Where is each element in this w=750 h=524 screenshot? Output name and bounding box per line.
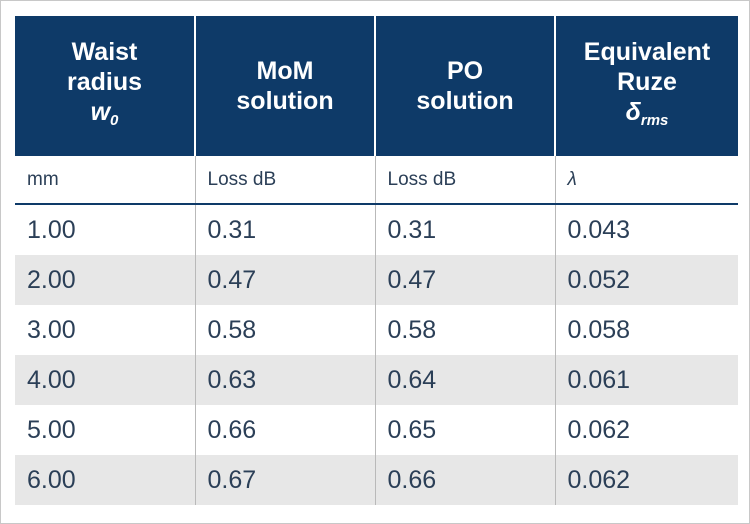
table-cell: 0.062 xyxy=(554,405,738,455)
table-cell: 0.58 xyxy=(194,305,375,355)
table-row: 1.00 0.31 0.31 0.043 xyxy=(15,204,738,255)
table-row: 6.00 0.67 0.66 0.062 xyxy=(15,455,738,505)
table-row: 2.00 0.47 0.47 0.052 xyxy=(15,255,738,305)
table-cell: 0.052 xyxy=(554,255,738,305)
table-cell: 0.67 xyxy=(194,455,375,505)
units-row: mm Loss dB Loss dB λ xyxy=(15,156,738,205)
header-line: MoM xyxy=(256,57,314,85)
table-cell: 0.66 xyxy=(194,405,375,455)
table-cell: 0.63 xyxy=(194,355,375,405)
table-cell: 3.00 xyxy=(15,305,195,355)
table-row: 5.00 0.66 0.65 0.062 xyxy=(15,405,738,455)
header-mom-solution: MoM solution xyxy=(194,16,375,156)
header-po-solution: PO solution xyxy=(374,16,555,156)
table-cell: 0.043 xyxy=(554,204,738,255)
table-cell: 0.64 xyxy=(374,355,555,405)
unit-cell: Loss dB xyxy=(374,156,555,205)
table-cell: 0.061 xyxy=(554,355,738,405)
header-line: radius xyxy=(66,67,143,96)
header-line: solution xyxy=(236,87,334,115)
header-waist-radius: Waist radius w0 xyxy=(15,16,195,156)
table-cell: 6.00 xyxy=(15,455,195,505)
header-equivalent-ruze: Equivalent Ruze δrms xyxy=(554,16,738,156)
header-symbol: w xyxy=(90,97,111,126)
table-row: 4.00 0.63 0.64 0.061 xyxy=(15,355,738,405)
table-cell: 0.47 xyxy=(374,255,555,305)
table-cell: 0.058 xyxy=(554,305,738,355)
header-line: Equivalent xyxy=(583,37,711,66)
unit-cell: Loss dB xyxy=(194,156,375,205)
table-cell: 5.00 xyxy=(15,405,195,455)
header-line: PO xyxy=(446,57,484,85)
table-row: 3.00 0.58 0.58 0.058 xyxy=(15,305,738,355)
data-table: Waist radius w0 MoM solution PO solution… xyxy=(15,16,738,505)
table-cell: 0.31 xyxy=(374,204,555,255)
header-row: Waist radius w0 MoM solution PO solution… xyxy=(15,16,738,156)
table-cell: 0.47 xyxy=(194,255,375,305)
table-cell: 0.66 xyxy=(374,455,555,505)
table-cell: 0.31 xyxy=(194,204,375,255)
table-cell: 0.65 xyxy=(374,405,555,455)
unit-cell: λ xyxy=(554,156,738,205)
header-subscript: 0 xyxy=(110,111,119,129)
table-cell: 0.58 xyxy=(374,305,555,355)
header-symbol: δ xyxy=(625,97,641,126)
table-cell: 2.00 xyxy=(15,255,195,305)
header-line: Ruze xyxy=(617,67,677,96)
table-cell: 1.00 xyxy=(15,204,195,255)
header-line: solution xyxy=(416,87,514,115)
header-line: Waist xyxy=(71,37,138,66)
table-cell: 4.00 xyxy=(15,355,195,405)
table-cell: 0.062 xyxy=(554,455,738,505)
header-subscript: rms xyxy=(640,111,669,129)
unit-cell: mm xyxy=(15,156,195,205)
